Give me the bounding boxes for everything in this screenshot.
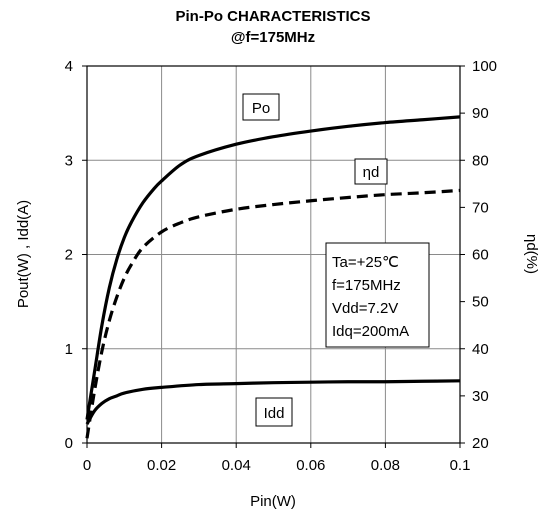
x-tick-label: 0.04 [222,457,251,474]
y-right-tick-label: 60 [472,247,489,264]
y-left-tick-label: 1 [65,341,73,358]
idd-label-box: Idd [255,397,293,427]
po-label: Po [252,100,270,117]
x-axis-label: Pin(W) [250,493,296,510]
x-tick-label: 0.06 [296,457,325,474]
eta-label-box: ηd [354,158,388,185]
x-tick-label: 0.02 [147,457,176,474]
y-left-tick-labels: 0 1 2 3 4 [65,58,73,452]
y-left-tick-label: 3 [65,152,73,169]
series-line-idd [85,379,461,425]
y-left-tick-label: 0 [65,435,73,452]
eta-label: ηd [363,164,380,181]
x-tick-labels: 0 0.02 0.04 0.06 0.08 0.1 [83,457,471,474]
y-left-tick-label: 4 [65,58,73,75]
x-tick-label: 0.08 [371,457,400,474]
condition-frequency: f=175MHz [332,277,401,294]
y-right-axis-label: ηd(%) [523,234,540,274]
chart-title-line-2: @f=175MHz [231,29,315,46]
y-right-tick-label: 30 [472,388,489,405]
y-right-tick-label: 20 [472,435,489,452]
condition-vdd: Vdd=7.2V [332,300,398,317]
condition-temperature: Ta=+25℃ [332,254,399,271]
plot-frame [86,65,461,444]
x-tick-label: 0.1 [450,457,471,474]
conditions-box: Ta=+25℃ f=175MHz Vdd=7.2V Idq=200mA [325,242,430,348]
y-right-tick-label: 90 [472,105,489,122]
y-right-tick-labels: 20 30 40 50 60 70 80 90 100 [472,58,497,452]
y-right-tick-label: 70 [472,199,489,216]
series-layer [85,115,461,439]
idd-label: Idd [264,405,285,422]
chart-title-line-1: Pin-Po CHARACTERISTICS [176,8,371,25]
y-left-tick-label: 2 [65,247,73,264]
po-label-box: Po [242,93,280,121]
condition-idq: Idq=200mA [332,323,409,340]
y-left-axis-label: Pout(W) , Idd(A) [15,200,32,308]
y-right-tick-label: 40 [472,341,489,358]
series-line-po [85,115,461,420]
x-tick-label: 0 [83,457,91,474]
y-right-tick-label: 50 [472,294,489,311]
y-right-tick-label: 80 [472,152,489,169]
y-right-tick-label: 100 [472,58,497,75]
